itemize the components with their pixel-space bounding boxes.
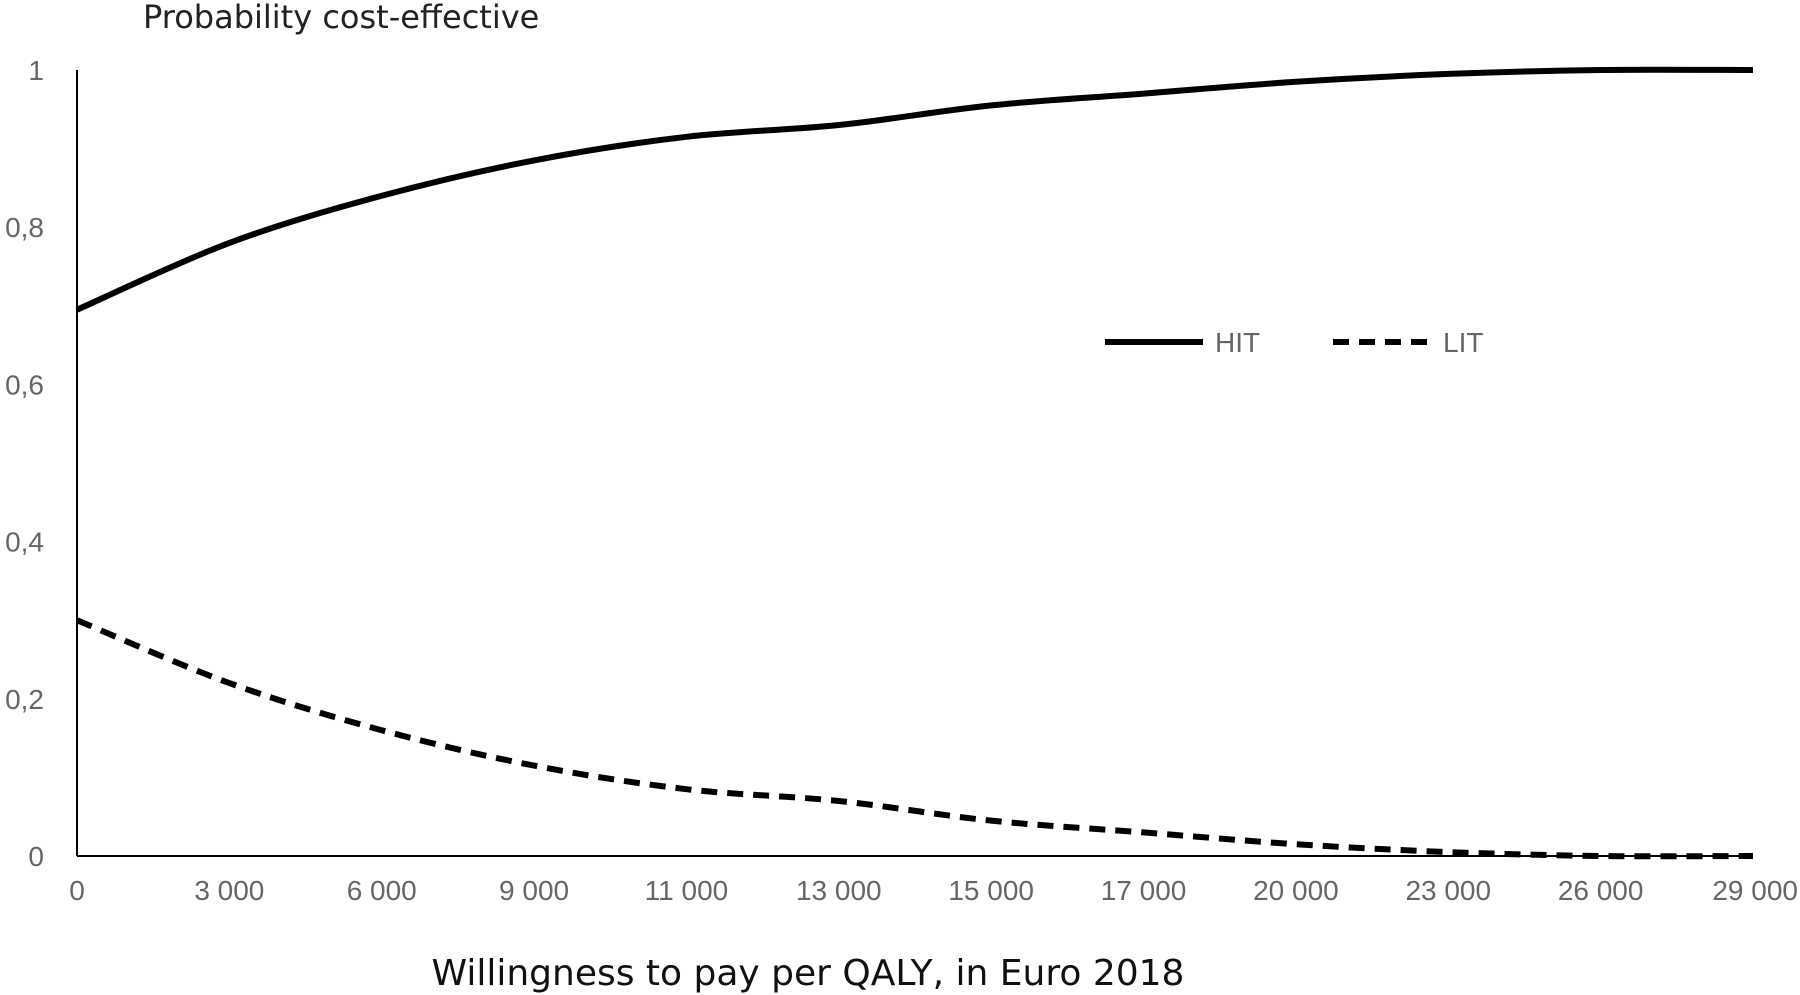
x-tick-label: 17 000 [1101, 875, 1187, 906]
x-tick-label: 29 000 [1712, 875, 1798, 906]
series-lines [75, 66, 1754, 860]
y-tick-label: 1 [28, 55, 44, 86]
y-tick-label: 0,4 [5, 527, 44, 558]
x-tick-label: 9 000 [499, 875, 569, 906]
x-tick-label: 11 000 [645, 875, 729, 906]
x-tick-label: 13 000 [796, 875, 882, 906]
x-tick-label: 3 000 [194, 875, 264, 906]
x-tick-label: 23 000 [1405, 875, 1491, 906]
y-tick-label: 0 [28, 841, 44, 872]
x-tick-label: 0 [69, 875, 85, 906]
series-line-lit [75, 617, 1754, 860]
y-tick-label: 0,2 [5, 684, 44, 715]
y-tick-label: 0,8 [5, 212, 44, 243]
legend: HIT LIT [1105, 327, 1483, 358]
y-axis-ticks: 0 0,2 0,4 0,6 0,8 1 [5, 55, 44, 872]
y-tick-label: 0,6 [5, 369, 44, 400]
x-tick-label: 6 000 [347, 875, 417, 906]
x-tick-label: 20 000 [1253, 875, 1339, 906]
legend-label-hit: HIT [1215, 327, 1260, 358]
x-tick-label: 15 000 [948, 875, 1034, 906]
x-tick-label: 26 000 [1558, 875, 1644, 906]
y-axis-title: Probability cost-effective [143, 0, 539, 36]
x-axis-ticks: 0 3 000 6 000 9 000 11 000 13 000 15 000 17 000… [69, 875, 1798, 906]
x-axis-title: Willingness to pay per QALY, in Euro 201… [432, 953, 1185, 994]
legend-label-lit: LIT [1443, 327, 1483, 358]
series-line-hit [75, 66, 1754, 313]
